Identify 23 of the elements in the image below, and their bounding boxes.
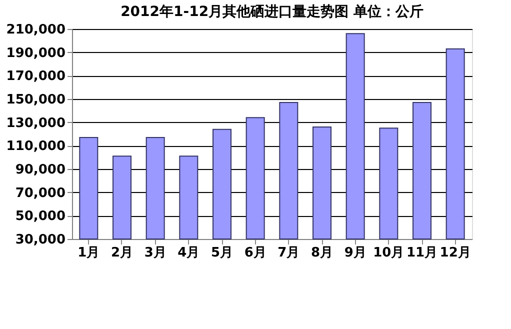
x-tick-label: 4月 [178, 246, 200, 260]
x-tick-label: 12月 [440, 246, 471, 260]
y-tick-label: 150,000 [6, 92, 66, 108]
y-tick-label: 30,000 [15, 232, 66, 248]
x-tick-label: 5月 [210, 246, 234, 260]
y-tick-label: 70,000 [15, 186, 66, 201]
y-tick-label: 210,000 [6, 22, 66, 38]
y-tick-label: 90,000 [15, 162, 66, 178]
y-tick-label: 170,000 [6, 69, 66, 84]
x-tick-label: 11月 [406, 246, 438, 260]
x-tick-label: 10月 [373, 246, 404, 260]
x-tick-label: 7月 [278, 246, 300, 260]
y-tick-label: 110,000 [6, 139, 66, 154]
y-tick-label: 190,000 [6, 46, 66, 61]
y-tick-label: 130,000 [6, 116, 66, 131]
chart-title: 2012年1-12月其他硒进口量走势图 单位：公斤 [120, 3, 424, 20]
x-tick-label: 8月 [310, 246, 334, 260]
x-tick-label: 1月 [78, 246, 100, 260]
x-tick-label: 9月 [344, 246, 366, 260]
y-tick-label: 50,000 [15, 209, 66, 224]
x-tick-label: 6月 [244, 246, 266, 260]
x-tick-label: 2月 [110, 246, 134, 260]
x-tick-label: 3月 [144, 246, 166, 260]
